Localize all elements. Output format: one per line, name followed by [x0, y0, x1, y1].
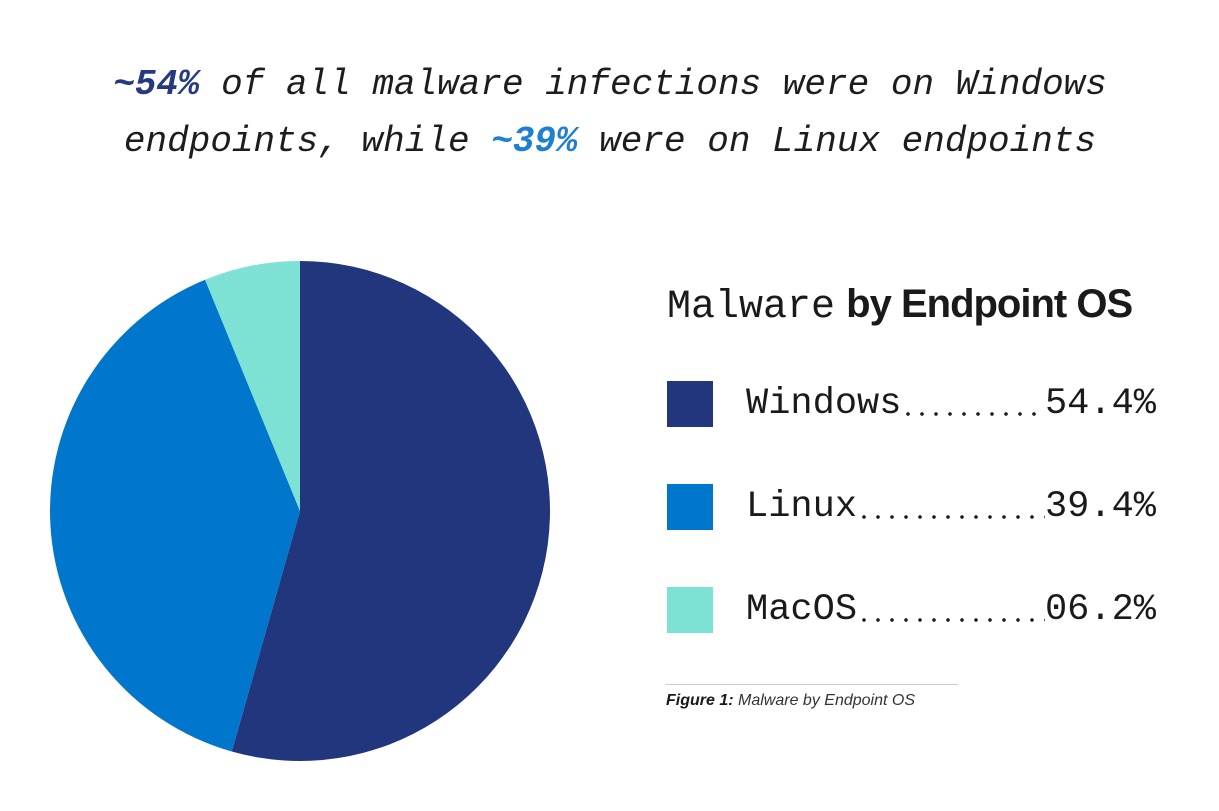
leader-dots [901, 411, 1045, 417]
leader-dots [857, 514, 1045, 520]
caption-label: Figure 1: [666, 692, 734, 709]
legend-text: MacOS 06.2% [746, 589, 1156, 631]
headline: ~54% of all malware infections were on W… [60, 56, 1160, 170]
pie-chart [50, 261, 550, 761]
value-label: 39.4% [1044, 486, 1156, 528]
legend-label: Windows [746, 383, 902, 425]
legend-item: MacOS 06.2% [667, 587, 1157, 633]
legend-swatch [667, 381, 713, 427]
value-label: 54.4% [1044, 383, 1156, 425]
value-label: 06.2% [1044, 589, 1156, 631]
legend-swatch [667, 484, 713, 530]
headline-text: of all malware infections were on Window… [123, 64, 1107, 162]
caption-text: Malware by Endpoint OS [738, 692, 915, 709]
title-bold: by Endpoint OS [846, 282, 1133, 326]
legend-label: Linux [746, 486, 858, 528]
legend-label: MacOS [746, 589, 858, 631]
headline-stat: ~54% [113, 64, 200, 105]
title-light: Malware [667, 285, 836, 330]
caption-rule [665, 684, 958, 685]
pie-slice [205, 261, 300, 511]
legend-text: Windows 54.4% [746, 383, 1156, 425]
legend-item: Windows 54.4% [667, 381, 1157, 427]
pie-slice [231, 261, 550, 761]
pie-slice [50, 279, 300, 752]
caption: Figure 1: Malware by Endpoint OS [666, 692, 915, 710]
legend-text: Linux 39.4% [746, 486, 1156, 528]
chart-title: Malware by Endpoint OS [667, 282, 1133, 330]
headline-stat: ~39% [491, 121, 578, 162]
headline-text: were on Linux endpoints [577, 121, 1097, 162]
leader-dots [857, 617, 1045, 623]
legend-item: Linux 39.4% [667, 484, 1157, 530]
legend-swatch [667, 587, 713, 633]
